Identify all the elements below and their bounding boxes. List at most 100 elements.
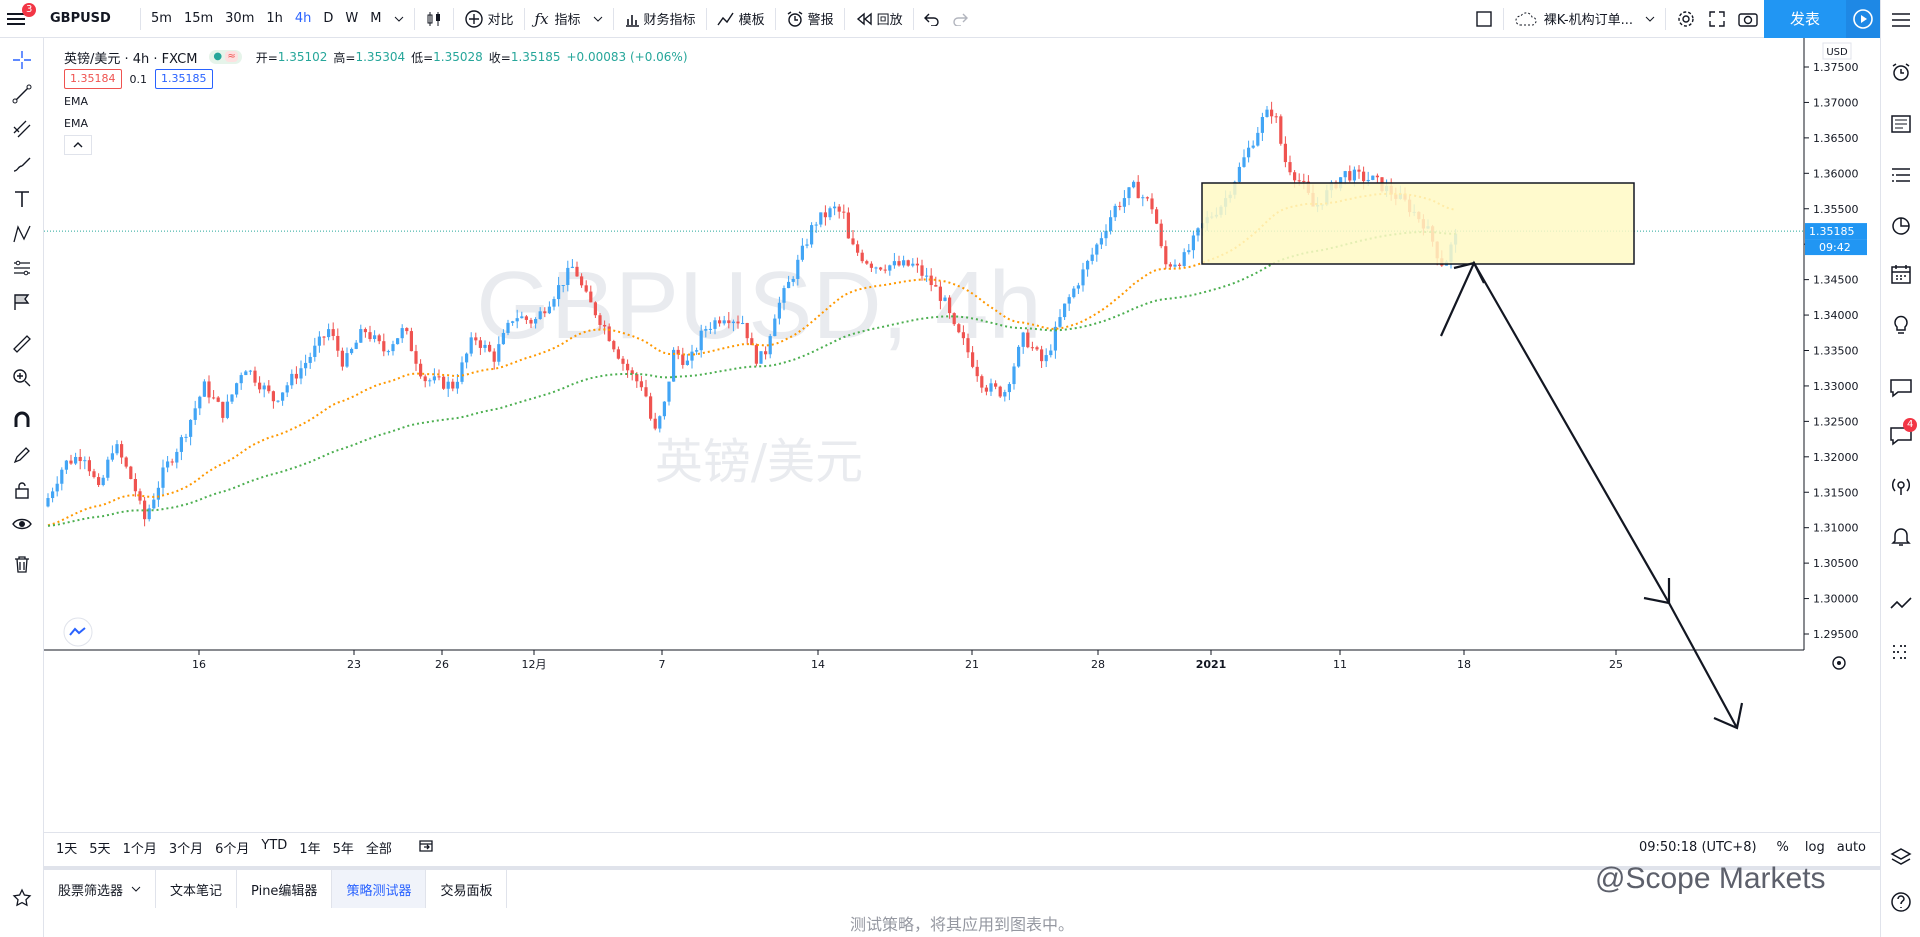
undo-button[interactable] xyxy=(918,0,946,38)
legend-ema-1[interactable]: EMA xyxy=(64,90,688,112)
tab-pine-editor[interactable]: Pine编辑器 xyxy=(237,870,333,908)
tab-trading-panel[interactable]: 交易面板 xyxy=(426,870,508,908)
layout-dropdown[interactable] xyxy=(1639,0,1661,38)
legend-title[interactable]: 英镑/美元 · 4h · FXCM xyxy=(64,51,198,67)
interval-d[interactable]: D xyxy=(323,11,334,26)
ideas-button[interactable] xyxy=(1889,312,1913,336)
tradingview-logo[interactable] xyxy=(63,617,93,647)
messages-button[interactable]: 4 xyxy=(1889,418,1918,448)
interval-dropdown[interactable] xyxy=(388,0,410,38)
settings-button[interactable] xyxy=(1670,0,1702,38)
alerts-button[interactable] xyxy=(1889,60,1913,84)
fullscreen-select-button[interactable] xyxy=(1469,0,1499,38)
candle-body xyxy=(906,260,910,266)
pine-scripts-button[interactable] xyxy=(1889,592,1913,616)
interval-1h[interactable]: 1h xyxy=(266,11,283,26)
crosshair-tool[interactable] xyxy=(10,48,34,72)
fullscreen-button[interactable] xyxy=(1702,0,1732,38)
candle-body xyxy=(46,498,50,507)
candle-body xyxy=(138,491,142,501)
fib-tool[interactable] xyxy=(10,117,34,141)
auto-toggle[interactable]: auto xyxy=(1836,840,1866,855)
replay-button[interactable]: 回放 xyxy=(849,0,909,38)
legend-collapse-button[interactable] xyxy=(64,135,92,155)
notifications-button[interactable] xyxy=(1889,524,1913,548)
indicators-button[interactable]: ƒx 指标 xyxy=(529,0,587,38)
hotlists-button[interactable] xyxy=(1889,214,1913,238)
tab-strategy-tester[interactable]: 策略测试器 xyxy=(332,870,427,908)
symbol-search-button[interactable]: GBPUSD xyxy=(50,11,111,26)
interval-m[interactable]: M xyxy=(370,11,382,26)
tab-text-notes[interactable]: 文本笔记 xyxy=(156,870,238,908)
user-drawings[interactable] xyxy=(1201,182,1744,730)
text-tool[interactable] xyxy=(10,187,34,211)
indicators-dropdown[interactable] xyxy=(587,0,609,38)
redo-button[interactable] xyxy=(946,0,974,38)
hide-drawings-tool[interactable] xyxy=(10,512,34,536)
prediction-tool[interactable] xyxy=(10,256,34,280)
interval-15m[interactable]: 15m xyxy=(183,11,214,26)
scanner-button[interactable] xyxy=(1889,640,1913,664)
compare-button[interactable]: 对比 xyxy=(458,0,520,38)
trendline-tool[interactable] xyxy=(10,82,34,106)
price-chart[interactable]: GBPUSD, 4h 英镑/美元 1.37500 1.37000 1.36500 1.… xyxy=(44,38,1880,832)
interval-w[interactable]: W xyxy=(345,11,359,26)
templates-button[interactable]: 模板 xyxy=(711,0,771,38)
range-button[interactable]: 6个月 xyxy=(215,842,250,857)
chats-button[interactable] xyxy=(1889,376,1913,400)
play-button[interactable] xyxy=(1846,0,1880,38)
log-toggle[interactable]: log xyxy=(1804,840,1825,855)
data-window-button[interactable] xyxy=(1889,164,1913,188)
screenshot-button[interactable] xyxy=(1732,0,1764,38)
pattern-tool[interactable] xyxy=(10,222,34,246)
financials-button[interactable]: 财务指标 xyxy=(618,0,702,38)
range-button[interactable]: YTD xyxy=(261,838,288,853)
time-axis-settings-button[interactable] xyxy=(1832,656,1846,670)
buy-price-button[interactable]: 1.35185 xyxy=(155,69,213,89)
magnet-tool[interactable] xyxy=(10,408,34,432)
tab-stock-screener[interactable]: 股票筛选器 xyxy=(44,870,157,908)
range-button[interactable]: 5年 xyxy=(332,842,354,857)
lock-all-tool[interactable] xyxy=(10,478,34,502)
publish-button[interactable]: 发表 xyxy=(1763,0,1846,38)
candle-body xyxy=(667,381,671,402)
watchlist-button[interactable] xyxy=(1889,8,1913,32)
favorites-tool[interactable] xyxy=(10,886,34,910)
interval-30m[interactable]: 30m xyxy=(225,11,255,26)
supply-zone-rectangle[interactable] xyxy=(1201,182,1635,265)
interval-5m[interactable]: 5m xyxy=(151,11,172,26)
currency-box[interactable] xyxy=(1822,42,1852,60)
calendar-button[interactable] xyxy=(1889,262,1913,286)
measure-tool[interactable] xyxy=(10,332,34,356)
brush-tool[interactable] xyxy=(10,152,34,176)
alert-button[interactable]: 警报 xyxy=(780,0,840,38)
icons-tool[interactable] xyxy=(10,290,34,314)
price-axis[interactable] xyxy=(1804,38,1880,650)
layers-button[interactable] xyxy=(1889,846,1913,870)
streams-button[interactable] xyxy=(1889,474,1913,498)
news-button[interactable] xyxy=(1889,112,1913,136)
range-button[interactable]: 5天 xyxy=(89,842,111,857)
time-axis[interactable] xyxy=(44,650,1880,676)
remove-drawings-tool[interactable] xyxy=(10,552,34,576)
sell-price-button[interactable]: 1.35184 xyxy=(64,69,122,89)
range-button[interactable]: 3个月 xyxy=(168,842,204,857)
range-button[interactable]: 全部 xyxy=(365,842,392,857)
range-button[interactable]: 1个月 xyxy=(122,842,157,857)
projection-path-line[interactable] xyxy=(1439,260,1738,729)
clock[interactable]: 09:50:18 (UTC+8) xyxy=(1638,840,1757,855)
percent-toggle[interactable]: % xyxy=(1776,840,1789,855)
range-button[interactable]: 1年 xyxy=(299,842,321,857)
market-status-badge[interactable]: ● ≈ xyxy=(209,50,242,64)
goto-date-button[interactable] xyxy=(418,838,436,858)
chart-type-button[interactable] xyxy=(419,0,449,38)
interval-4h[interactable]: 4h xyxy=(294,11,312,26)
help-button[interactable] xyxy=(1889,890,1913,914)
layout-button[interactable]: 裸K-机构订单... xyxy=(1508,0,1639,38)
main-menu-button[interactable]: 3 xyxy=(0,0,44,38)
candle-body xyxy=(1136,181,1140,199)
legend-ema-2[interactable]: EMA xyxy=(64,112,688,134)
lock-drawing-tool[interactable] xyxy=(10,443,34,467)
zoom-tool[interactable] xyxy=(10,366,34,390)
range-button[interactable]: 1天 xyxy=(56,842,78,857)
